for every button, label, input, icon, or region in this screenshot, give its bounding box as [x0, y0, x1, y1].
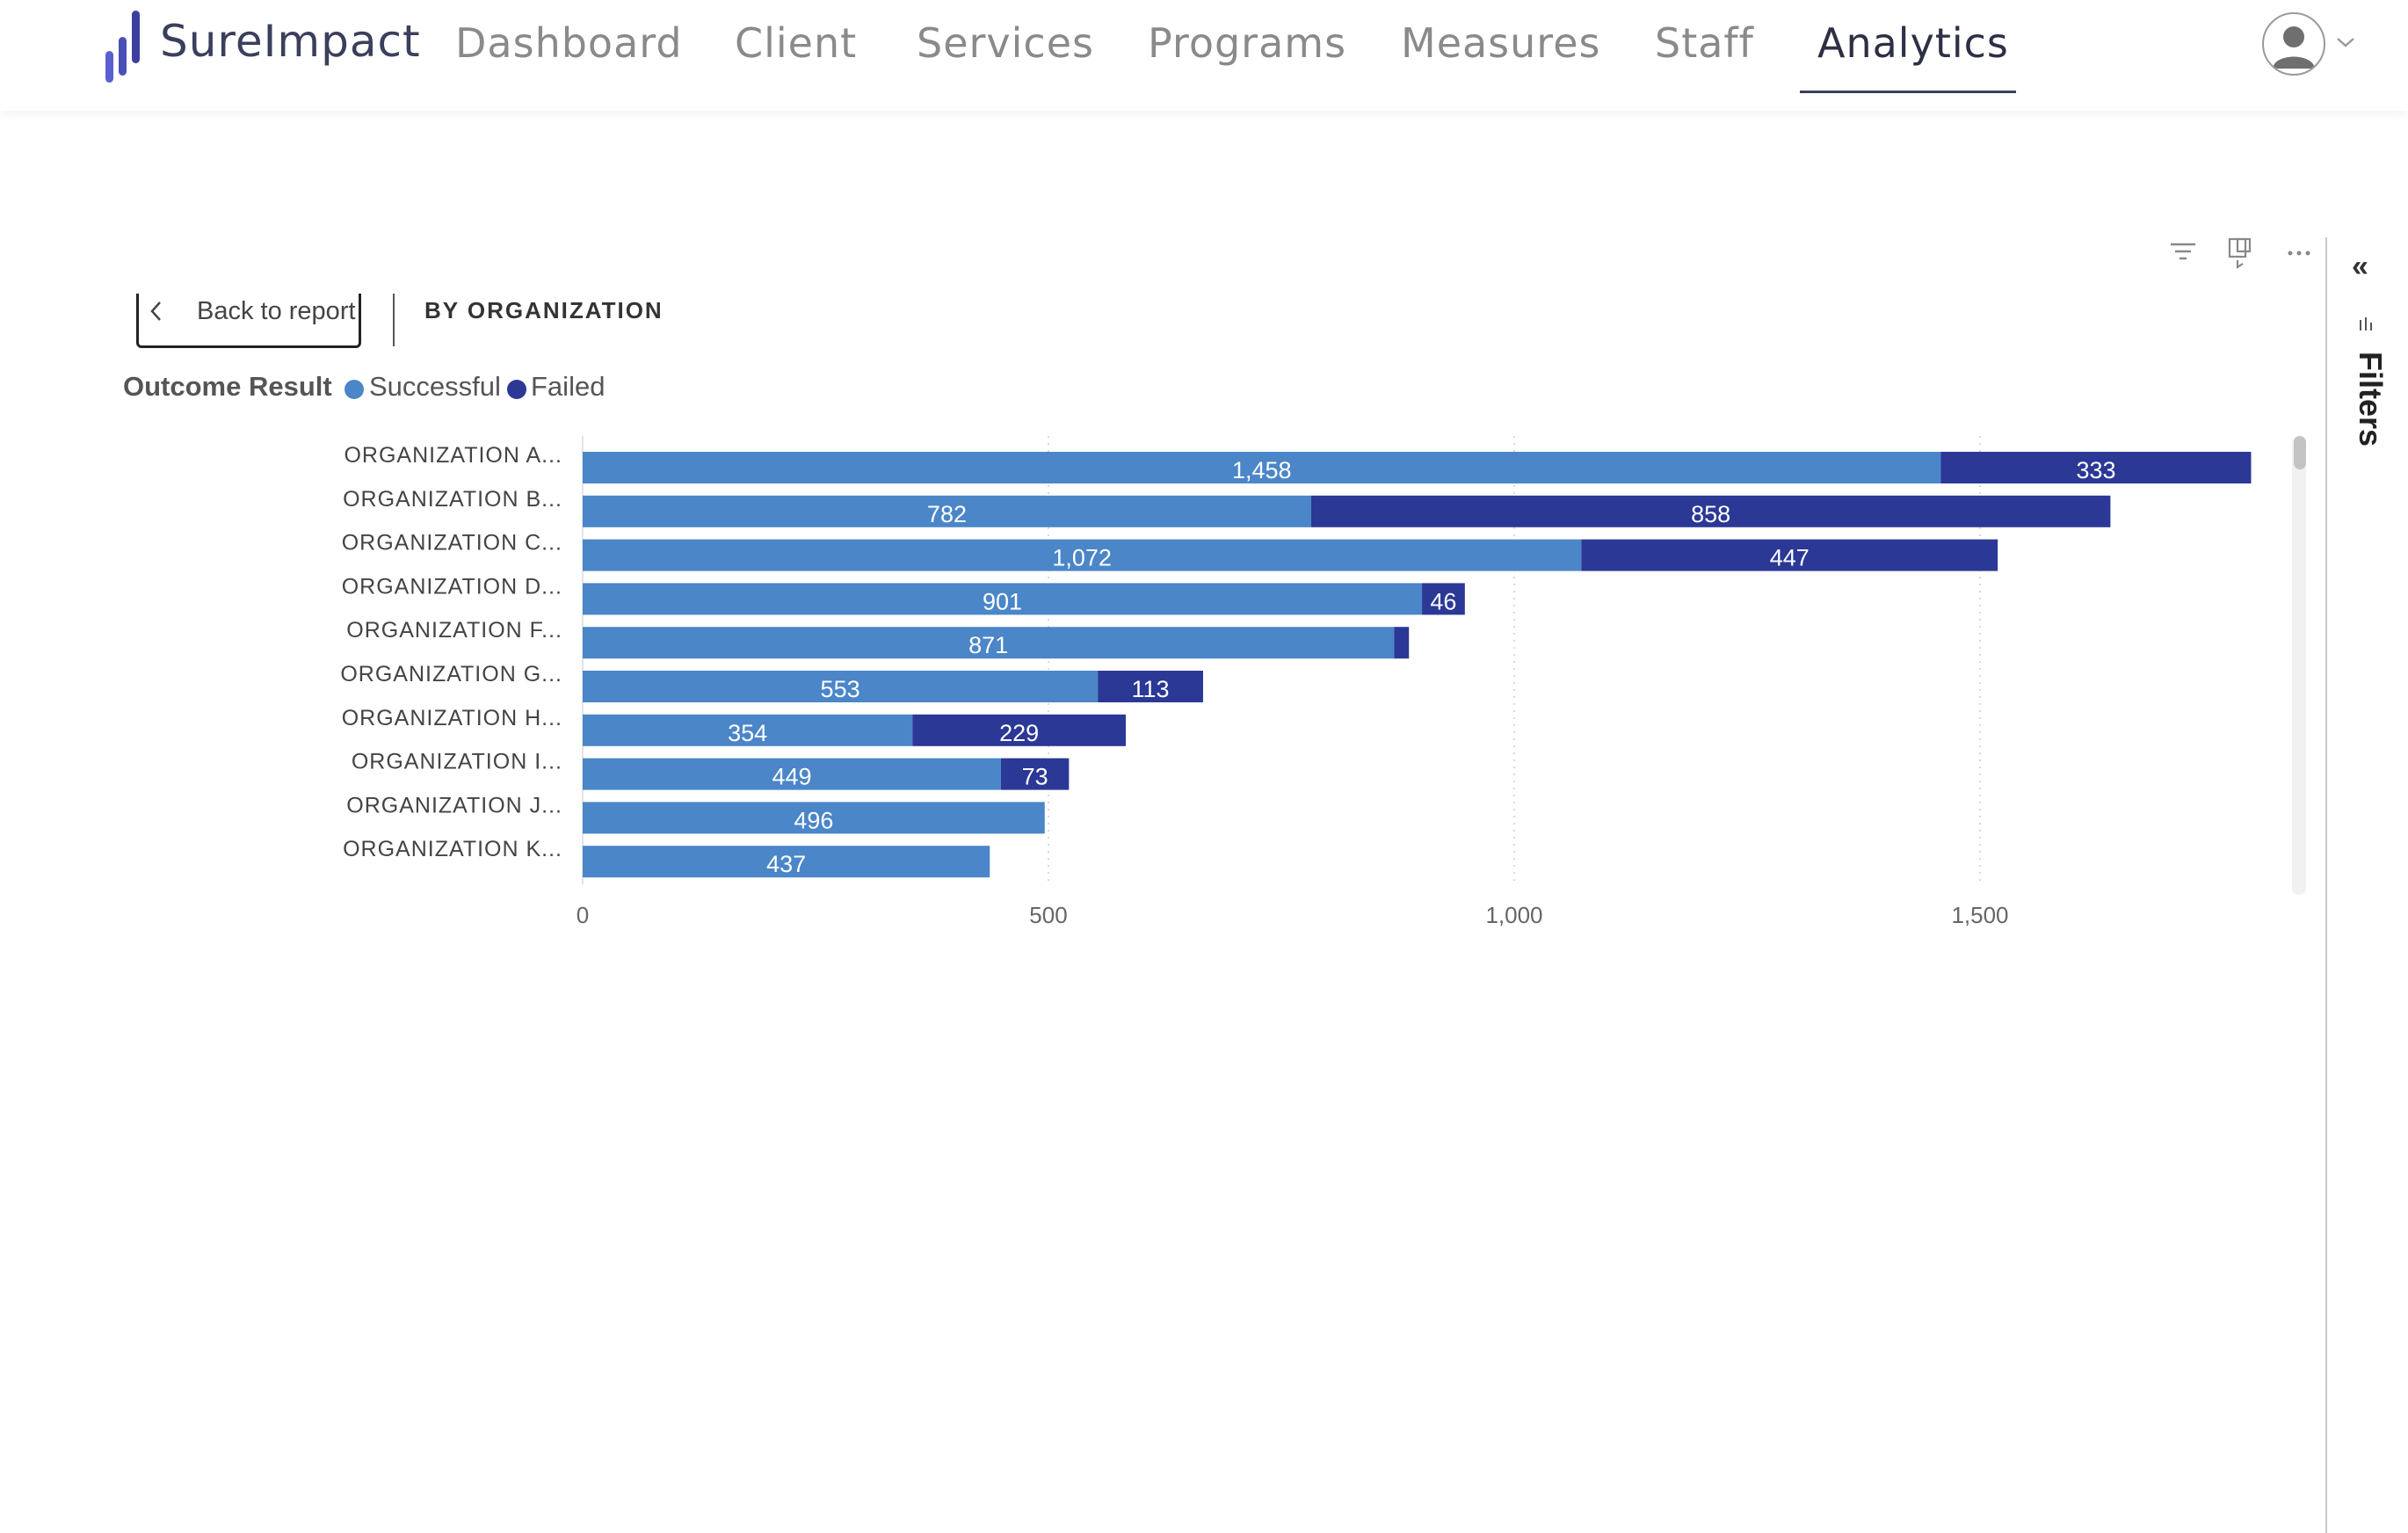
- chart-scrollbar-thumb[interactable]: [2294, 436, 2306, 469]
- breadcrumb-divider: [393, 294, 395, 346]
- data-label-successful: 449: [772, 764, 811, 790]
- legend-item-failed[interactable]: Failed: [531, 371, 606, 402]
- bar-successful[interactable]: [583, 495, 1311, 527]
- legend-dot-successful: [345, 380, 364, 399]
- bar-successful[interactable]: [583, 802, 1045, 834]
- chart-scrollbar-track[interactable]: [2292, 436, 2306, 895]
- brand-name[interactable]: SureImpact: [160, 16, 421, 67]
- y-category-label: ORGANIZATION G...: [340, 662, 562, 687]
- data-label-successful: 901: [983, 588, 1022, 614]
- x-tick-label: 500: [1029, 902, 1067, 928]
- bar-successful[interactable]: [583, 627, 1395, 659]
- data-label-successful: 782: [927, 501, 967, 527]
- bar-successful[interactable]: [583, 539, 1582, 571]
- chevron-down-icon[interactable]: [2334, 33, 2357, 51]
- bar-failed[interactable]: [1394, 627, 1410, 659]
- data-label-successful: 1,458: [1232, 457, 1292, 483]
- data-label-failed: 73: [1022, 764, 1048, 790]
- more-options-icon[interactable]: [2285, 236, 2313, 271]
- bar-failed[interactable]: [1422, 583, 1465, 615]
- y-category-label: ORGANIZATION J...: [346, 793, 562, 817]
- nav-services[interactable]: Services: [917, 19, 1094, 67]
- bar-successful[interactable]: [583, 671, 1099, 702]
- bar-successful[interactable]: [583, 583, 1423, 615]
- data-label-failed: 113: [1132, 676, 1170, 702]
- x-tick-label: 0: [577, 902, 589, 928]
- top-navigation-bar: SureImpact Dashboard Client Services Pro…: [0, 0, 2408, 111]
- data-label-successful: 437: [766, 851, 806, 877]
- y-category-label: ORGANIZATION A...: [344, 443, 562, 468]
- filter-pane-icon: [2360, 317, 2372, 331]
- data-label-failed: 858: [1691, 501, 1730, 527]
- y-category-label: ORGANIZATION H...: [342, 706, 562, 730]
- data-label-failed: 229: [999, 720, 1039, 746]
- data-label-failed: 447: [1770, 545, 1810, 571]
- nav-staff[interactable]: Staff: [1655, 19, 1754, 67]
- bar-successful[interactable]: [583, 758, 1001, 790]
- nav-dashboard[interactable]: Dashboard: [455, 19, 683, 67]
- bar-failed[interactable]: [1098, 671, 1203, 702]
- user-avatar-icon[interactable]: [2262, 12, 2325, 76]
- filters-pane-toggle[interactable]: Filters: [2353, 352, 2389, 447]
- y-category-label: ORGANIZATION C...: [342, 531, 562, 556]
- x-tick-label: 1,000: [1485, 902, 1542, 928]
- filters-pane-border: [2325, 237, 2327, 1533]
- y-category-label: ORGANIZATION F...: [346, 618, 562, 643]
- data-label-successful: 354: [728, 720, 767, 746]
- data-label-successful: 871: [968, 632, 1008, 658]
- x-tick-label: 1,500: [1951, 902, 2008, 928]
- y-category-label: ORGANIZATION K...: [343, 837, 562, 861]
- data-label-successful: 496: [794, 807, 833, 833]
- focus-mode-icon[interactable]: [2227, 236, 2255, 271]
- chevron-left-icon: [150, 302, 161, 321]
- filter-icon[interactable]: [2169, 236, 2197, 271]
- nav-analytics[interactable]: Analytics: [1817, 19, 2009, 67]
- active-tab-indicator: [1800, 91, 2016, 93]
- data-label-successful: 1,072: [1052, 545, 1112, 571]
- drillthrough-breadcrumb: BY ORGANIZATION: [424, 297, 664, 323]
- back-to-report-label: Back to report: [197, 297, 356, 325]
- y-category-label: ORGANIZATION I...: [352, 750, 562, 774]
- legend-item-successful[interactable]: Successful: [369, 371, 501, 402]
- bar-successful[interactable]: [583, 846, 990, 878]
- bar-failed[interactable]: [1310, 495, 2111, 527]
- y-category-label: ORGANIZATION B...: [343, 487, 562, 512]
- data-label-failed: 333: [2076, 457, 2115, 483]
- nav-measures[interactable]: Measures: [1401, 19, 1601, 67]
- nav-programs[interactable]: Programs: [1148, 19, 1347, 67]
- bar-failed[interactable]: [912, 714, 1126, 746]
- back-to-report-button[interactable]: Back to report: [136, 294, 361, 348]
- y-category-label: ORGANIZATION D...: [342, 574, 562, 599]
- data-label-failed: 46: [1430, 588, 1456, 614]
- legend-dot-failed: [507, 380, 526, 399]
- nav-client[interactable]: Client: [735, 19, 858, 67]
- data-label-successful: 553: [821, 676, 860, 702]
- legend-title: Outcome Result: [123, 371, 332, 402]
- sureimpact-logo-icon[interactable]: [104, 5, 146, 84]
- bar-successful[interactable]: [583, 452, 1941, 483]
- bar-failed[interactable]: [1000, 758, 1070, 790]
- collapse-filters-icon[interactable]: «: [2352, 250, 2368, 283]
- bar-successful[interactable]: [583, 714, 913, 746]
- bar-failed[interactable]: [1581, 539, 1998, 571]
- stacked-bar-chart: 0 500 1,000 1,500 ORGANIZATION A... 1,458 333 O…: [340, 436, 2252, 928]
- bar-failed[interactable]: [1940, 452, 2252, 483]
